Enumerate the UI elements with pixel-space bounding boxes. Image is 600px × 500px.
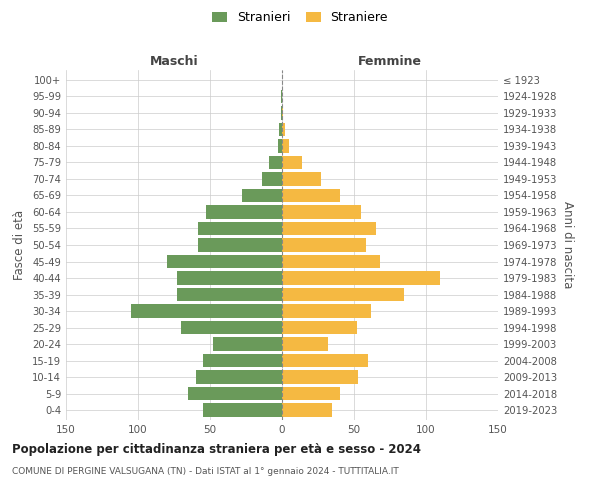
Bar [282, 370, 358, 384]
Bar [282, 288, 404, 302]
Bar [282, 404, 332, 417]
Bar [282, 238, 365, 252]
Bar [213, 338, 282, 351]
Bar [167, 254, 282, 268]
Bar [242, 188, 282, 202]
Bar [282, 321, 357, 334]
Bar [282, 156, 302, 169]
Bar [282, 338, 328, 351]
Bar [269, 156, 282, 169]
Bar [282, 122, 285, 136]
Bar [281, 90, 282, 103]
Bar [282, 222, 376, 235]
Text: Popolazione per cittadinanza straniera per età e sesso - 2024: Popolazione per cittadinanza straniera p… [12, 442, 421, 456]
Bar [131, 304, 282, 318]
Bar [282, 254, 380, 268]
Bar [282, 172, 321, 186]
Bar [278, 139, 282, 152]
Y-axis label: Anni di nascita: Anni di nascita [561, 202, 574, 288]
Text: Maschi: Maschi [149, 54, 199, 68]
Bar [177, 288, 282, 302]
Text: COMUNE DI PERGINE VALSUGANA (TN) - Dati ISTAT al 1° gennaio 2024 - TUTTITALIA.IT: COMUNE DI PERGINE VALSUGANA (TN) - Dati … [12, 468, 399, 476]
Bar [199, 238, 282, 252]
Bar [203, 354, 282, 368]
Bar [188, 387, 282, 400]
Bar [282, 304, 371, 318]
Bar [177, 271, 282, 285]
Bar [181, 321, 282, 334]
Bar [196, 370, 282, 384]
Bar [282, 354, 368, 368]
Bar [279, 122, 282, 136]
Bar [203, 404, 282, 417]
Bar [199, 222, 282, 235]
Legend: Stranieri, Straniere: Stranieri, Straniere [212, 11, 388, 24]
Bar [281, 106, 282, 120]
Bar [282, 139, 289, 152]
Bar [282, 106, 283, 120]
Bar [282, 205, 361, 219]
Bar [282, 271, 440, 285]
Bar [282, 387, 340, 400]
Text: Femmine: Femmine [358, 54, 422, 68]
Bar [206, 205, 282, 219]
Bar [262, 172, 282, 186]
Bar [282, 188, 340, 202]
Y-axis label: Fasce di età: Fasce di età [13, 210, 26, 280]
